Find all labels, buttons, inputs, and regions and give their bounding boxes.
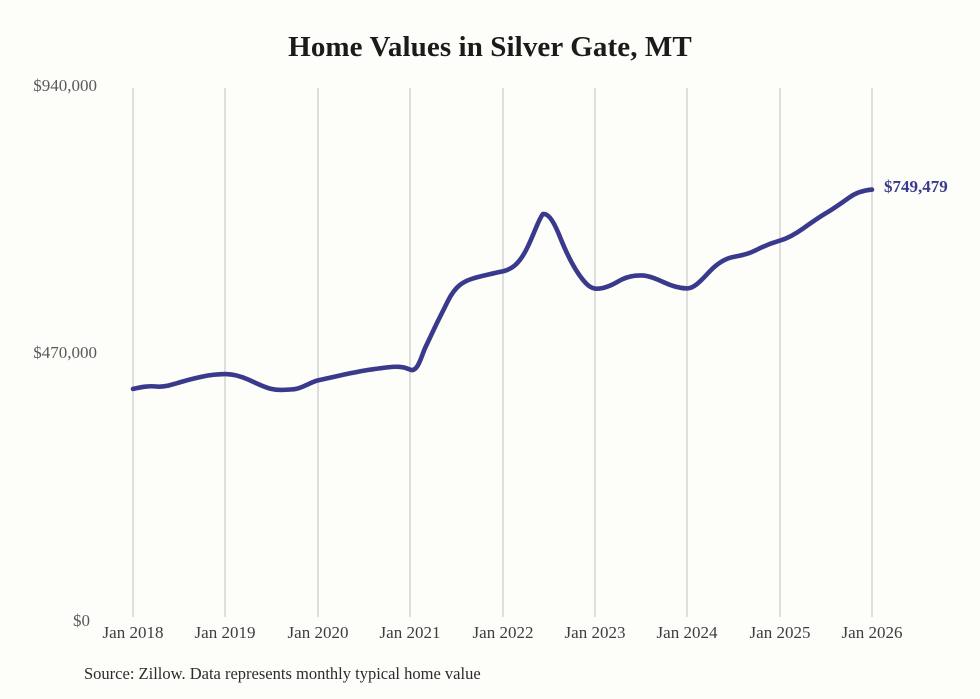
xtick-label-jan-2024: Jan 2024: [656, 623, 718, 642]
xtick-label-jan-2025: Jan 2025: [749, 623, 811, 642]
xtick-label-jan-2023: Jan 2023: [564, 623, 626, 642]
source-note: Source: Zillow. Data represents monthly …: [84, 664, 481, 683]
xtick-label-jan-2019: Jan 2019: [194, 623, 256, 642]
ytick-label-940000: $940,000: [33, 76, 97, 95]
xtick-label-jan-2026: Jan 2026: [841, 623, 903, 642]
ytick-label-470000: $470,000: [33, 343, 97, 362]
ytick-label-0: $0: [73, 611, 90, 630]
xtick-label-jan-2021: Jan 2021: [379, 623, 441, 642]
xtick-label-jan-2022: Jan 2022: [472, 623, 534, 642]
xtick-label-jan-2020: Jan 2020: [287, 623, 349, 642]
xtick-label-jan-2018: Jan 2018: [102, 623, 164, 642]
end-value-label: $749,479: [884, 177, 948, 196]
chart-title: Home Values in Silver Gate, MT: [288, 31, 692, 63]
gridlines: [132, 88, 873, 617]
data-line-series-1: [130, 187, 875, 393]
